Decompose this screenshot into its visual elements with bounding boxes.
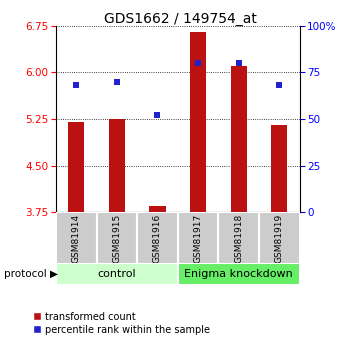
Bar <box>178 212 218 264</box>
Bar <box>271 125 287 212</box>
Bar <box>68 122 84 212</box>
Text: GSM81918: GSM81918 <box>234 214 243 263</box>
Bar <box>259 212 300 264</box>
Legend: transformed count, percentile rank within the sample: transformed count, percentile rank withi… <box>30 308 214 338</box>
Text: GSM81916: GSM81916 <box>153 214 162 263</box>
Text: GSM81915: GSM81915 <box>112 214 121 263</box>
Bar <box>218 212 259 264</box>
Bar <box>137 212 178 264</box>
Bar <box>231 66 247 212</box>
Bar <box>56 263 178 285</box>
Bar <box>149 206 166 212</box>
Text: protocol ▶: protocol ▶ <box>4 269 58 279</box>
Text: Enigma knockdown: Enigma knockdown <box>184 269 293 279</box>
Bar <box>56 212 97 264</box>
Text: control: control <box>97 269 136 279</box>
Bar <box>178 263 300 285</box>
Text: GSM81914: GSM81914 <box>72 214 81 263</box>
Bar <box>190 32 206 212</box>
Text: GDS1662 / 149754_at: GDS1662 / 149754_at <box>104 12 257 26</box>
Bar <box>109 119 125 212</box>
Text: GSM81917: GSM81917 <box>193 214 203 263</box>
Bar <box>97 212 137 264</box>
Text: GSM81919: GSM81919 <box>275 214 284 263</box>
